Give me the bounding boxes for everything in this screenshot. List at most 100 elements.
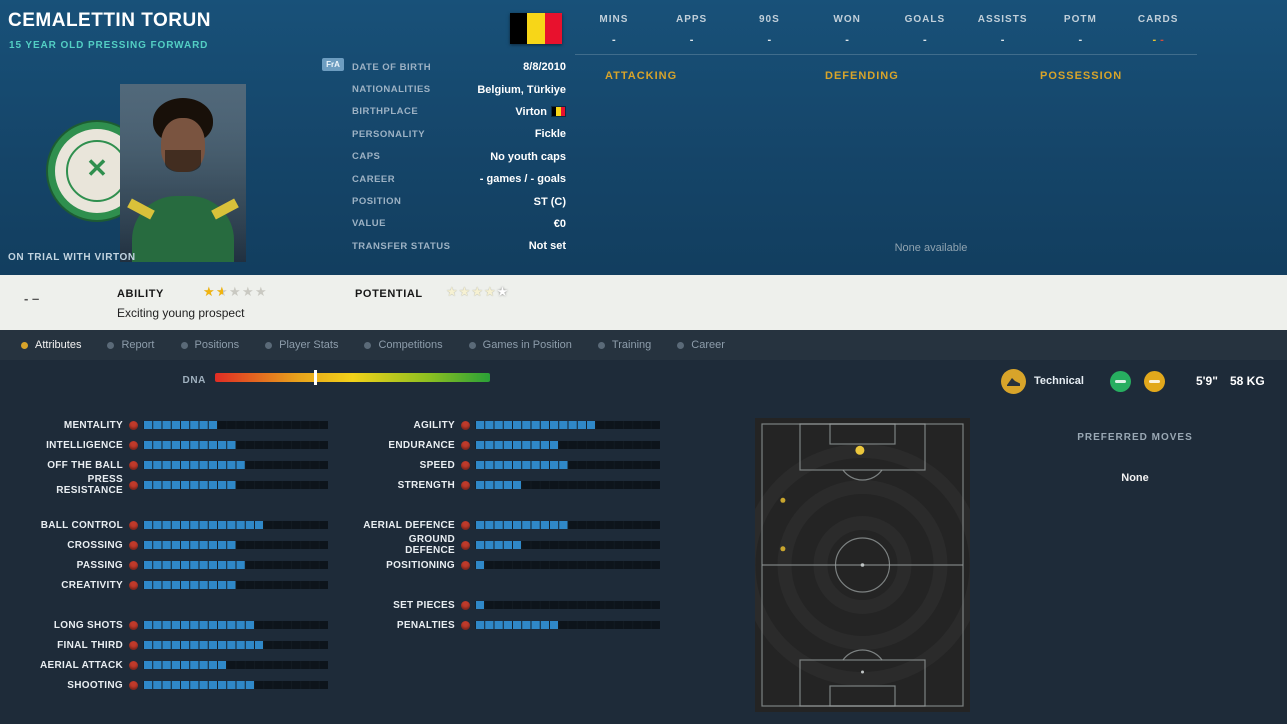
- attribute-label: GROUND DEFENCE: [405, 534, 455, 556]
- attribute-group: SET PIECES PENALTIES: [357, 595, 667, 635]
- info-value-wrap: Virton: [515, 106, 566, 118]
- stat-header[interactable]: GOALS: [904, 14, 946, 25]
- attribute-label: PRESS RESISTANCE: [56, 474, 123, 496]
- tab-bullet-icon: [677, 341, 685, 349]
- info-label: NATIONALITIES: [352, 84, 431, 96]
- attribute-bar: [475, 521, 660, 529]
- attribute-label: SET PIECES: [393, 599, 455, 611]
- stat-header[interactable]: MINS: [599, 14, 629, 25]
- stat-value: -: [612, 34, 616, 46]
- attribute-group: AERIAL DEFENCE GROUND DEFENCE POSITIONING: [357, 515, 667, 575]
- attribute-bar: [143, 621, 328, 629]
- attribute-bar-fill: [475, 621, 559, 629]
- attribute-bar: [143, 641, 328, 649]
- attribute-bar-fill: [143, 541, 236, 549]
- attribute-row: CROSSING: [20, 535, 332, 555]
- info-value[interactable]: ST (C): [533, 195, 566, 208]
- tab-label: Positions: [194, 339, 240, 351]
- info-value[interactable]: No youth caps: [490, 150, 566, 163]
- stat-header[interactable]: POTM: [1063, 14, 1097, 25]
- tab-attributes[interactable]: Attributes: [8, 330, 94, 360]
- attribute-bar: [143, 421, 328, 429]
- attribute-bar: [143, 541, 328, 549]
- tab-positions[interactable]: Positions: [168, 330, 253, 360]
- stat-header[interactable]: CARDS: [1137, 14, 1179, 25]
- star-icon: ★★: [242, 284, 254, 299]
- attribute-bar: [143, 441, 328, 449]
- orange-indicator-icon[interactable]: [1144, 371, 1165, 392]
- tab-player-stats[interactable]: Player Stats: [252, 330, 351, 360]
- tab-training[interactable]: Training: [585, 330, 664, 360]
- attributes-column-right: AGILITY ENDURANCE SPEED STRENGTH AERIAL DEFE…: [357, 415, 667, 655]
- player-weight: 58 KG: [1230, 374, 1265, 388]
- technical-style-icon: [1001, 369, 1026, 394]
- attribute-status-icon: [129, 460, 138, 470]
- squad-number-placeholder: - –: [24, 291, 40, 306]
- attribute-row: GROUND DEFENCE: [357, 534, 667, 556]
- flag-stripe-red: [544, 13, 562, 44]
- attribute-row: OFF THE BALL: [20, 455, 332, 475]
- stat-column-potm: POTM -: [1042, 0, 1120, 46]
- info-row: TRANSFER STATUS Not set: [352, 235, 566, 257]
- stat-value: --: [1119, 34, 1197, 46]
- info-label: TRANSFER STATUS: [352, 240, 451, 252]
- info-row: NATIONALITIES Belgium, Türkiye: [352, 78, 566, 100]
- info-label: BIRTHPLACE: [352, 106, 419, 118]
- tab-competitions[interactable]: Competitions: [351, 330, 455, 360]
- tab-report[interactable]: Report: [94, 330, 167, 360]
- info-row: BIRTHPLACE Virton: [352, 101, 566, 123]
- attribute-bar-fill: [475, 481, 522, 489]
- stat-header[interactable]: WON: [833, 14, 861, 25]
- info-value[interactable]: 8/8/2010: [523, 61, 566, 74]
- attribute-bar-fill: [475, 521, 568, 529]
- attribute-bar: [143, 521, 328, 529]
- info-value[interactable]: Not set: [528, 240, 566, 253]
- ability-label: ABILITY: [117, 288, 164, 300]
- stats-header-row: MINS - APPS -90S - WON - GOALS - ASSISTS - POTM - CAR…: [575, 0, 1197, 55]
- stat-header[interactable]: APPS: [676, 14, 708, 25]
- info-value[interactable]: Fickle: [534, 128, 566, 141]
- star-icon: ★: [446, 284, 458, 299]
- attribute-group: MENTALITY INTELLIGENCE OFF THE BALL PRESS R…: [20, 415, 332, 496]
- attribute-row: POSITIONING: [357, 555, 667, 575]
- attribute-row: AERIAL DEFENCE: [357, 515, 667, 535]
- tab-games-in-position[interactable]: Games in Position: [456, 330, 585, 360]
- info-row: VALUE €0: [352, 213, 566, 235]
- position-marker: [780, 497, 786, 503]
- attribute-row: PRESS RESISTANCE: [20, 474, 332, 496]
- attribute-label: ENDURANCE: [388, 439, 455, 451]
- info-value-wrap: 8/8/2010: [523, 61, 566, 73]
- dna-label: DNA: [182, 375, 206, 386]
- attribute-bar: [475, 481, 660, 489]
- star-icon: ★★: [229, 284, 241, 299]
- info-value[interactable]: Virton: [515, 105, 547, 118]
- attribute-bar-fill: [475, 561, 485, 569]
- stat-header[interactable]: 90S: [758, 14, 780, 25]
- birthplace-flag-icon: [551, 106, 566, 118]
- green-indicator-icon[interactable]: [1110, 371, 1131, 392]
- attribute-label: PASSING: [76, 559, 123, 571]
- info-value[interactable]: Belgium, Türkiye: [477, 83, 566, 96]
- attribute-label: PENALTIES: [396, 619, 455, 631]
- stat-header[interactable]: ASSISTS: [977, 14, 1028, 25]
- info-value[interactable]: €0: [553, 217, 566, 230]
- fra-badge: FrA: [322, 58, 344, 71]
- attribute-bar-fill: [143, 681, 254, 689]
- dna-marker: [314, 370, 317, 385]
- attribute-bar-fill: [143, 521, 264, 529]
- tab-career[interactable]: Career: [664, 330, 738, 360]
- attribute-label: SHOOTING: [67, 679, 123, 691]
- tab-bullet-icon: [265, 341, 273, 349]
- info-label: VALUE: [352, 218, 386, 230]
- preferred-moves-header: PREFERRED MOVES: [1077, 432, 1193, 443]
- position-pitch: [755, 418, 970, 712]
- attribute-status-icon: [129, 480, 138, 490]
- attribute-bar: [475, 541, 660, 549]
- attribute-status-icon: [129, 540, 138, 550]
- ability-bar: - – ABILITY ★★★★★★★★★★ Exciting young pr…: [0, 275, 1287, 330]
- info-value[interactable]: - games / - goals: [479, 173, 566, 186]
- attribute-status-icon: [461, 440, 470, 450]
- attribute-status-icon: [461, 600, 470, 610]
- player-subtitle: 15 YEAR OLD PRESSING FORWARD: [9, 40, 209, 51]
- info-row: CAREER - games / - goals: [352, 168, 566, 190]
